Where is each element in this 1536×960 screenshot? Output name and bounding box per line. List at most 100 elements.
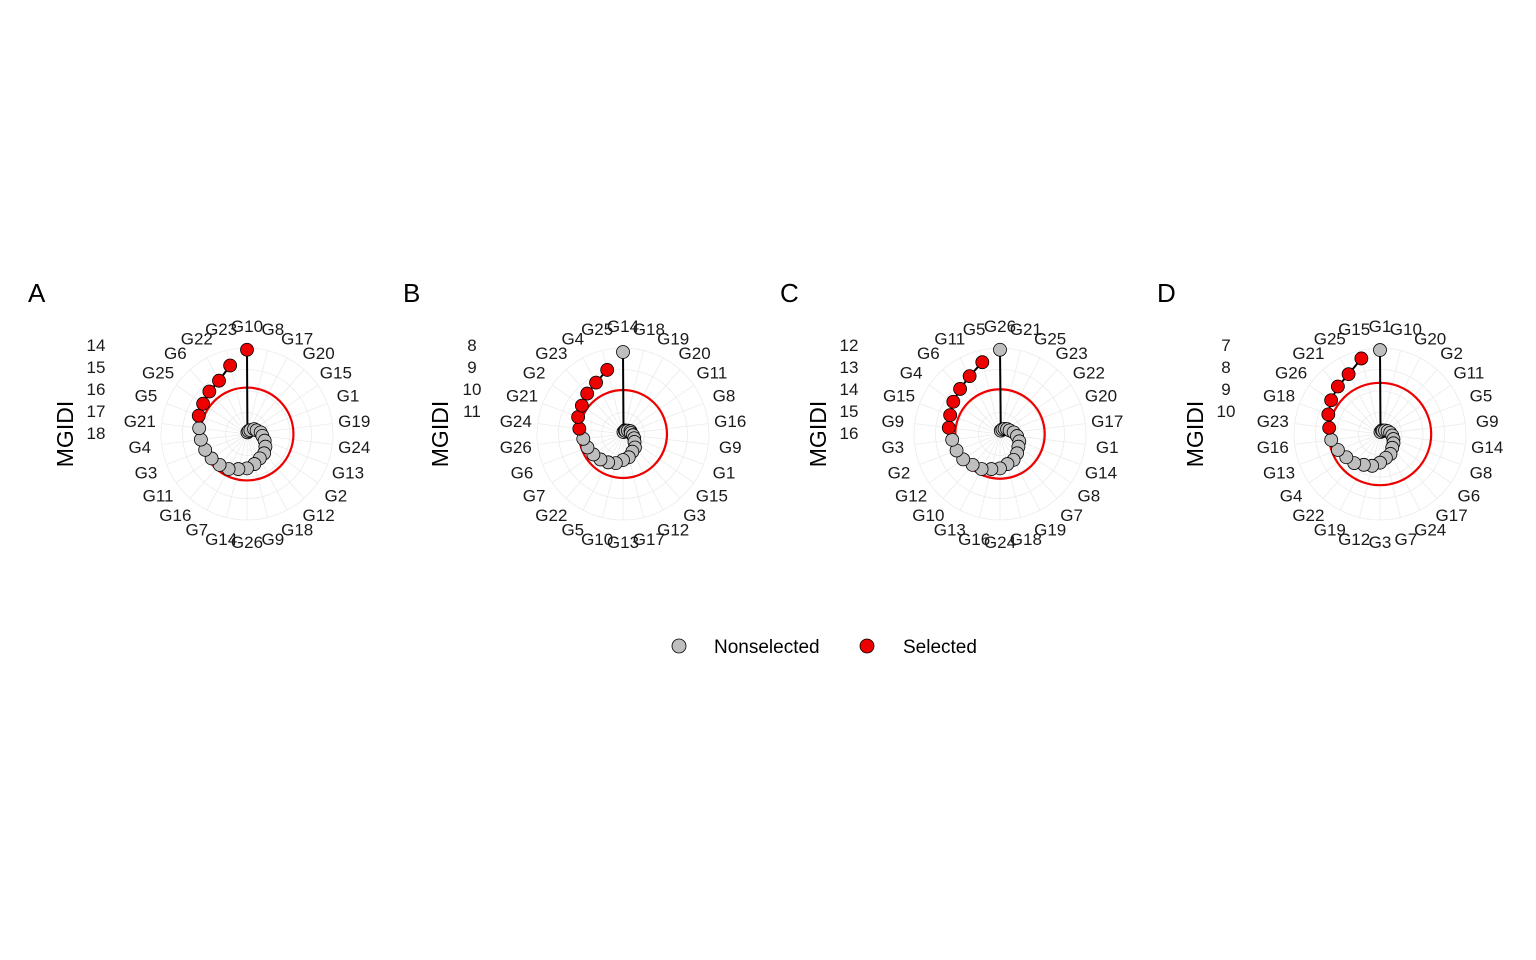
panel-tag: A bbox=[28, 278, 46, 308]
genotype-label: G9 bbox=[262, 530, 285, 549]
genotype-label: G10 bbox=[1390, 320, 1422, 339]
point-g25 bbox=[600, 363, 615, 377]
point-g2 bbox=[574, 398, 589, 413]
radial-tick-label: 12 bbox=[840, 336, 859, 355]
point-g10 bbox=[240, 342, 254, 357]
genotype-label: G3 bbox=[683, 506, 706, 525]
point-g6 bbox=[202, 384, 217, 399]
genotype-label: G26 bbox=[1275, 364, 1307, 383]
genotype-label: G4 bbox=[128, 438, 151, 457]
genotype-label: G13 bbox=[332, 463, 364, 482]
genotype-label: G14 bbox=[205, 530, 237, 549]
genotype-label: G15 bbox=[883, 387, 915, 406]
genotype-label: G11 bbox=[1453, 364, 1484, 383]
genotype-label: G14 bbox=[1471, 438, 1503, 457]
point-g25 bbox=[196, 396, 211, 411]
genotype-label: G1 bbox=[1096, 438, 1119, 457]
panel-tag: C bbox=[780, 278, 799, 308]
point-g1 bbox=[1373, 343, 1387, 357]
point-g26 bbox=[1324, 393, 1339, 408]
genotype-label: G8 bbox=[262, 320, 285, 339]
point-g6 bbox=[953, 382, 967, 396]
legend-key-selected bbox=[859, 638, 875, 654]
genotype-label: G6 bbox=[164, 344, 187, 363]
radial-tick-label: 9 bbox=[1221, 380, 1230, 399]
genotype-label: G1 bbox=[713, 463, 736, 482]
point-g18 bbox=[1321, 407, 1336, 422]
genotype-label: G22 bbox=[181, 329, 213, 348]
genotype-label: G20 bbox=[303, 344, 335, 363]
radial-tick-label: 15 bbox=[87, 358, 106, 377]
genotype-label: G10 bbox=[231, 317, 263, 336]
genotype-label: G3 bbox=[1369, 533, 1392, 552]
point-g13 bbox=[1330, 443, 1345, 457]
genotype-label: G19 bbox=[338, 412, 370, 431]
genotype-label: G9 bbox=[1476, 412, 1499, 431]
genotype-label: G26 bbox=[500, 438, 532, 457]
point-g22 bbox=[212, 373, 226, 388]
point-g15 bbox=[943, 408, 958, 422]
legend-label-nonselected: Nonselected bbox=[714, 637, 820, 658]
genotype-label: G21 bbox=[1010, 320, 1042, 339]
y-axis-title: MGIDI bbox=[805, 401, 831, 467]
radial-tick-label: 10 bbox=[463, 380, 482, 399]
genotype-label: G19 bbox=[657, 329, 689, 348]
genotype-label: G23 bbox=[1257, 412, 1289, 431]
genotype-label: G2 bbox=[523, 364, 546, 383]
genotype-label: G11 bbox=[696, 364, 727, 383]
genotype-label: G15 bbox=[1338, 320, 1370, 339]
radial-tick-label: 17 bbox=[87, 402, 106, 421]
point-g5 bbox=[975, 355, 990, 370]
genotype-label: G8 bbox=[1078, 486, 1101, 505]
genotype-label: G7 bbox=[185, 521, 208, 540]
genotype-label: G17 bbox=[633, 530, 665, 549]
genotype-label: G20 bbox=[1085, 387, 1117, 406]
genotype-label: G23 bbox=[535, 344, 567, 363]
genotype-label: G12 bbox=[895, 486, 927, 505]
point-g16 bbox=[1324, 433, 1339, 447]
genotype-label: G12 bbox=[1338, 530, 1370, 549]
panel-a: G10G8G17G20G15G1G19G24G13G2G12G18G9G26G1… bbox=[28, 278, 370, 552]
radial-tick-label: 8 bbox=[467, 336, 476, 355]
genotype-label: G17 bbox=[281, 329, 313, 348]
genotype-label: G17 bbox=[1091, 412, 1123, 431]
genotype-label: G24 bbox=[500, 412, 532, 431]
point-g25 bbox=[1341, 367, 1356, 382]
genotype-label: G14 bbox=[1085, 463, 1117, 482]
genotype-label: G5 bbox=[1470, 387, 1493, 406]
genotype-label: G17 bbox=[1436, 506, 1468, 525]
genotype-label: G16 bbox=[714, 412, 746, 431]
genotype-label: G4 bbox=[900, 364, 923, 383]
genotype-label: G25 bbox=[1034, 329, 1066, 348]
genotype-label: G26 bbox=[231, 533, 263, 552]
genotype-label: G20 bbox=[1414, 329, 1446, 348]
point-g23 bbox=[580, 386, 595, 401]
y-axis-title: MGIDI bbox=[52, 401, 78, 467]
genotype-label: G16 bbox=[159, 506, 191, 525]
genotype-label: G8 bbox=[1470, 463, 1493, 482]
genotype-label: G9 bbox=[719, 438, 742, 457]
legend-key-nonselected bbox=[671, 638, 687, 654]
genotype-label: G2 bbox=[325, 486, 348, 505]
radial-tick-label: 14 bbox=[87, 336, 106, 355]
genotype-label: G18 bbox=[633, 320, 665, 339]
point-g4 bbox=[589, 375, 603, 390]
genotype-label: G2 bbox=[1440, 344, 1463, 363]
genotype-label: G23 bbox=[205, 320, 237, 339]
genotype-label: G8 bbox=[713, 387, 736, 406]
point-g23 bbox=[1322, 420, 1337, 435]
genotype-label: G18 bbox=[281, 521, 313, 540]
genotype-label: G5 bbox=[561, 521, 584, 540]
radial-tick-label: 16 bbox=[840, 424, 859, 443]
genotype-label: G15 bbox=[320, 364, 352, 383]
point-g15 bbox=[1354, 351, 1369, 366]
genotype-label: G24 bbox=[338, 438, 370, 457]
point-g24 bbox=[572, 421, 587, 436]
point-g14 bbox=[616, 345, 630, 359]
genotype-label: G21 bbox=[124, 412, 156, 431]
radial-tick-label: 10 bbox=[1217, 402, 1236, 421]
point-g9 bbox=[941, 420, 956, 435]
genotype-label: G13 bbox=[607, 533, 639, 552]
point-g21 bbox=[1331, 379, 1345, 394]
